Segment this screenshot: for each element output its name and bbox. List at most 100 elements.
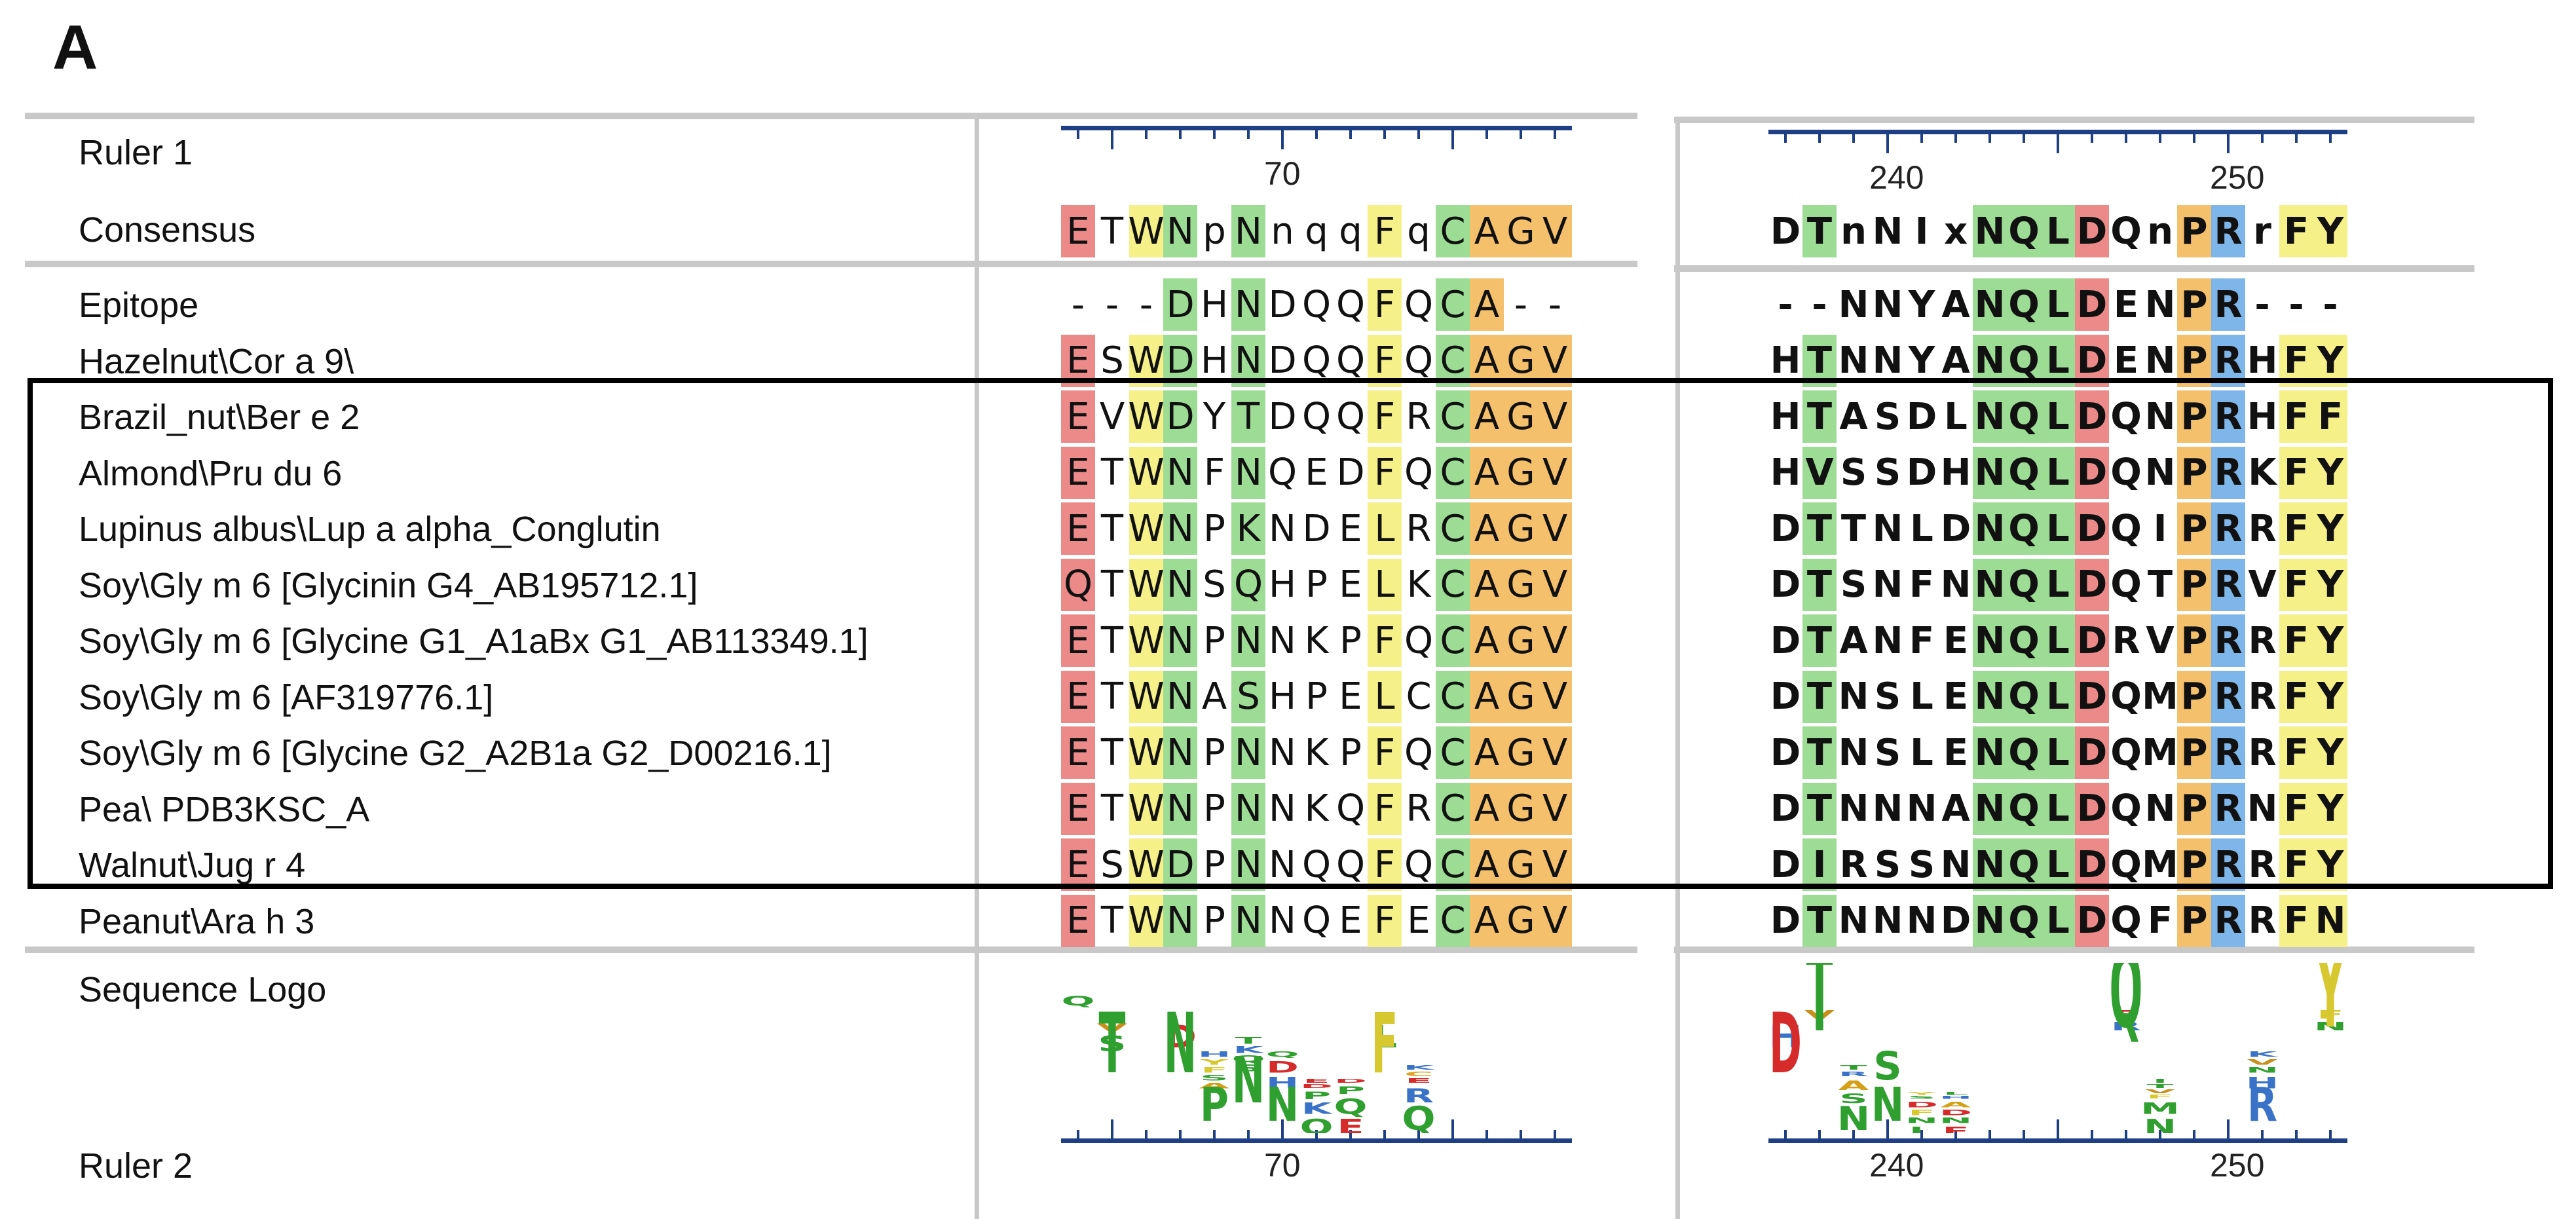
residue: R (2211, 726, 2245, 779)
residue: P (2177, 278, 2211, 331)
sequence-name: Hazelnut\Cor a 9\ (79, 341, 354, 381)
logo-glyph: R (2213, 963, 2243, 1133)
residue: R (2112, 619, 2140, 662)
logo-glyph: K (1403, 1064, 1434, 1072)
residue: N (1973, 390, 2007, 443)
residue: n (1840, 210, 1867, 253)
residue: Q (2110, 507, 2142, 550)
residue: C (1436, 726, 1470, 779)
residue: S (1840, 451, 1867, 494)
ruler-tick (1886, 130, 1889, 153)
residue: P (1305, 563, 1328, 606)
residue: E (1943, 619, 1969, 662)
residue: A (1470, 390, 1504, 443)
residue: Q (2007, 670, 2041, 723)
logo-glyph: C (1404, 1070, 1434, 1078)
ruler-tick (1920, 130, 1923, 143)
residue: T (1100, 619, 1124, 662)
residue: M (2142, 731, 2178, 774)
ruler-tick (1520, 126, 1522, 139)
residue: Y (1203, 395, 1226, 438)
residue: G (1504, 558, 1538, 611)
logo-glyph: A (1940, 1100, 1971, 1110)
residue: N (1872, 787, 1903, 830)
residue: C (1436, 278, 1470, 331)
residue: N (1872, 283, 1903, 326)
residue: V (1802, 446, 1837, 499)
consensus-divider-right (1674, 265, 2474, 272)
ruler-tick (1954, 130, 1957, 143)
residue: L (2041, 838, 2075, 891)
logo-glyph: V (2144, 1088, 2176, 1095)
residue: - (1778, 283, 1793, 326)
ruler-tick (2261, 130, 2264, 143)
ruler-tick (1247, 126, 1250, 139)
residue: D (2075, 782, 2109, 835)
residue: D (1770, 675, 1801, 718)
ruler-tick (1281, 1119, 1284, 1143)
logo-glyph: V (2247, 1057, 2278, 1067)
residue: N (1231, 726, 1265, 779)
residue: N (1269, 619, 1296, 662)
residue: T (1231, 390, 1265, 443)
residue: V (2146, 619, 2175, 662)
residue: P (2177, 205, 2211, 257)
residue: N (1838, 899, 1869, 942)
residue: T (2147, 563, 2173, 606)
residue: Y (2313, 782, 2347, 835)
residue: L (1910, 731, 1933, 774)
residue: A (1470, 894, 1504, 947)
ruler-tick (2295, 1130, 2298, 1143)
residue: E (1061, 670, 1095, 723)
ruler-number: 250 (2210, 159, 2265, 196)
residue: P (2177, 894, 2211, 947)
residue: S (1874, 731, 1901, 774)
residue: H (2247, 339, 2278, 382)
residue: A (1470, 558, 1504, 611)
residue: T (1100, 675, 1124, 718)
residue: F (1909, 563, 1935, 606)
residue: N (1973, 614, 2007, 667)
residue: R (2211, 205, 2245, 257)
residue: E (1339, 675, 1362, 718)
residue: F (2279, 390, 2313, 443)
logo-glyph: N (1265, 1078, 1299, 1133)
ruler-number: 240 (1869, 1147, 1924, 1184)
residue: R (2211, 894, 2245, 947)
residue: F (2279, 782, 2313, 835)
ruler-tick (2023, 130, 2025, 143)
residue: G (1504, 894, 1538, 947)
residue: D (1770, 787, 1801, 830)
logo-glyph: R (1838, 1070, 1869, 1078)
sequence-name: Epitope (79, 286, 199, 325)
residue: T (1100, 563, 1124, 606)
residue: - (1548, 283, 1562, 326)
ruler-tick (2227, 130, 2230, 153)
residue: L (1368, 670, 1402, 723)
residue: T (1100, 731, 1124, 774)
residue: R (2248, 843, 2277, 886)
residue: A (1470, 446, 1504, 499)
residue: E (1061, 446, 1095, 499)
logo-glyph: N (1939, 1116, 1973, 1125)
residue: - (2323, 283, 2338, 326)
residue: n (2147, 210, 2173, 253)
residue: L (2041, 726, 2075, 779)
residue: N (1906, 899, 1937, 942)
residue: W (1128, 558, 1165, 611)
residue: N (1838, 339, 1869, 382)
residue: F (2279, 502, 2313, 555)
logo-glyph: F (1371, 996, 1398, 1093)
residue: D (1770, 210, 1801, 253)
residue: N (2144, 451, 2176, 494)
logo-glyph: F (1201, 1065, 1228, 1075)
residue: R (2248, 507, 2277, 550)
residue: Q (1335, 787, 1366, 830)
residue: N (1163, 614, 1197, 667)
residue: F (1203, 451, 1225, 494)
logo-column: W (1129, 963, 1163, 1133)
residue: C (1436, 502, 1470, 555)
